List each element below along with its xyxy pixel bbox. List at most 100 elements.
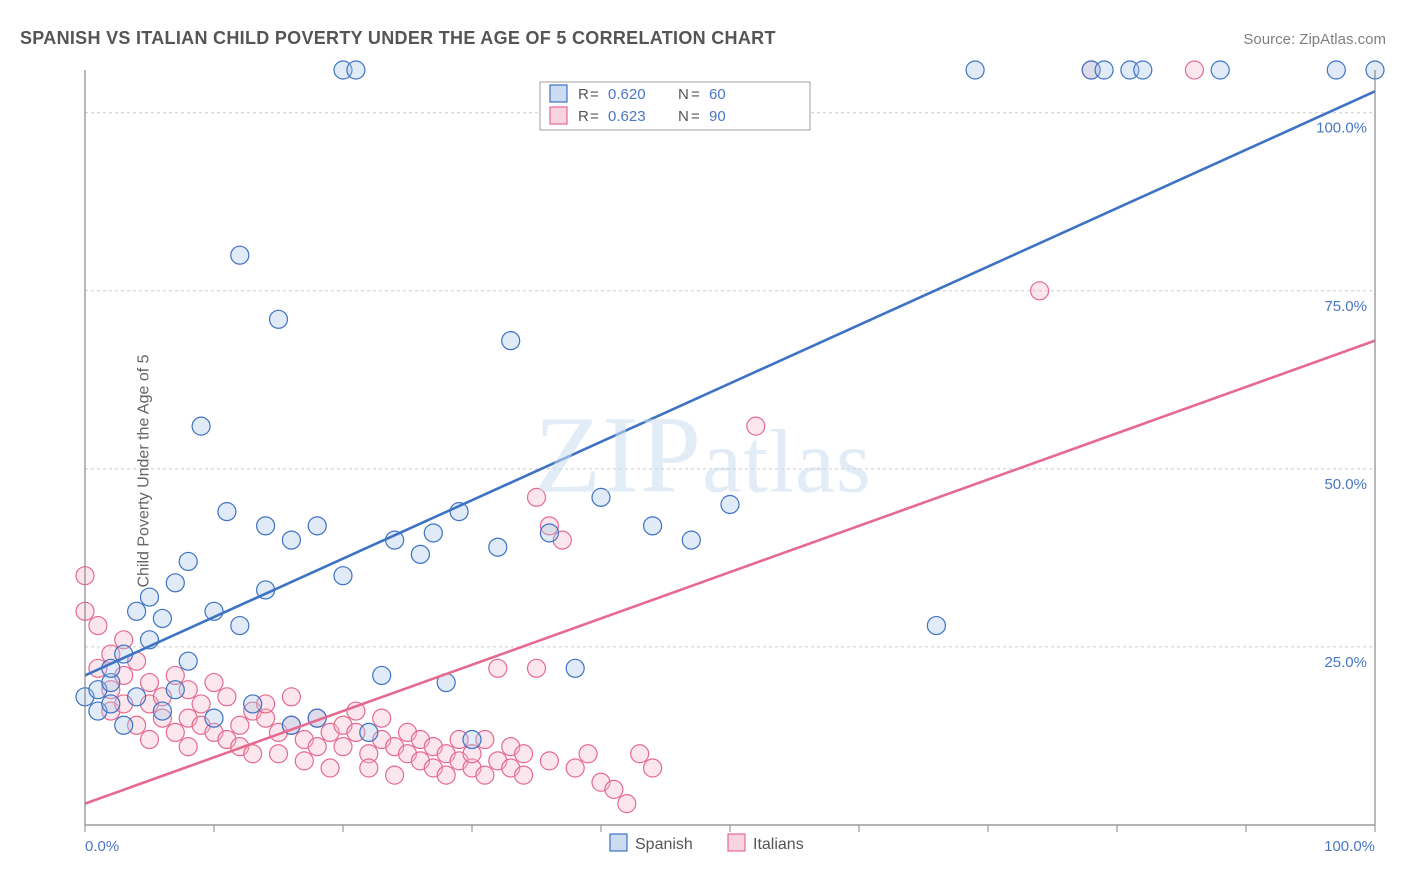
point-spanish [644, 517, 662, 535]
point-spanish [128, 602, 146, 620]
point-spanish [205, 709, 223, 727]
legend-eq: = [590, 86, 599, 103]
legend-n-label: N [678, 86, 689, 103]
point-spanish [411, 545, 429, 563]
point-italians [386, 766, 404, 784]
point-spanish [141, 588, 159, 606]
point-spanish [721, 495, 739, 513]
point-spanish [424, 524, 442, 542]
point-spanish [682, 531, 700, 549]
point-spanish [231, 617, 249, 635]
point-italians [231, 716, 249, 734]
trend-line-italians [85, 341, 1375, 804]
point-spanish [244, 695, 262, 713]
point-spanish [166, 681, 184, 699]
point-italians [1185, 61, 1203, 79]
trend-line-spanish [85, 91, 1375, 675]
chart-header: SPANISH VS ITALIAN CHILD POVERTY UNDER T… [20, 28, 1386, 49]
chart-container: Child Poverty Under the Age of 5 ZIPatla… [20, 60, 1386, 882]
point-spanish [115, 716, 133, 734]
point-spanish [1134, 61, 1152, 79]
point-spanish [218, 503, 236, 521]
point-italians [218, 688, 236, 706]
point-italians [605, 780, 623, 798]
source-prefix: Source: [1243, 31, 1299, 48]
legend-swatch-italians [550, 107, 567, 124]
y-tick-label: 75.0% [1324, 298, 1367, 315]
point-spanish [192, 417, 210, 435]
point-spanish [179, 552, 197, 570]
y-tick-label: 50.0% [1324, 476, 1367, 493]
y-tick-label: 25.0% [1324, 654, 1367, 671]
point-italians [179, 738, 197, 756]
bottom-legend-swatch-italians [728, 834, 745, 851]
point-spanish [231, 246, 249, 264]
point-spanish [308, 517, 326, 535]
point-italians [618, 795, 636, 813]
point-italians [644, 759, 662, 777]
point-italians [282, 688, 300, 706]
point-spanish [102, 695, 120, 713]
legend-eq: = [590, 108, 599, 125]
legend-eq: = [691, 108, 700, 125]
point-italians [528, 488, 546, 506]
point-italians [295, 752, 313, 770]
x-tick-label: 100.0% [1324, 838, 1375, 855]
point-italians [192, 695, 210, 713]
legend-r-value: 0.623 [608, 108, 646, 125]
point-italians [747, 417, 765, 435]
point-spanish [489, 538, 507, 556]
point-italians [373, 709, 391, 727]
bottom-legend-label-italians: Italians [753, 836, 804, 853]
point-spanish [966, 61, 984, 79]
bottom-legend-swatch-spanish [610, 834, 627, 851]
point-spanish [463, 731, 481, 749]
bottom-legend-label-spanish: Spanish [635, 836, 693, 853]
legend-r-label: R [578, 86, 589, 103]
legend-eq: = [691, 86, 700, 103]
point-italians [141, 674, 159, 692]
point-italians [631, 745, 649, 763]
x-tick-label: 0.0% [85, 838, 119, 855]
point-italians [205, 674, 223, 692]
legend-r-label: R [578, 108, 589, 125]
point-spanish [153, 702, 171, 720]
point-italians [321, 759, 339, 777]
point-spanish [153, 609, 171, 627]
point-italians [489, 659, 507, 677]
y-axis-label: Child Poverty Under the Age of 5 [136, 354, 154, 587]
point-spanish [166, 574, 184, 592]
chart-title: SPANISH VS ITALIAN CHILD POVERTY UNDER T… [20, 28, 776, 49]
point-italians [579, 745, 597, 763]
point-italians [244, 745, 262, 763]
point-italians [334, 738, 352, 756]
legend-swatch-spanish [550, 85, 567, 102]
legend-n-label: N [678, 108, 689, 125]
point-spanish [257, 517, 275, 535]
point-spanish [540, 524, 558, 542]
point-italians [89, 617, 107, 635]
point-italians [308, 738, 326, 756]
point-spanish [502, 332, 520, 350]
point-spanish [592, 488, 610, 506]
point-italians [566, 759, 584, 777]
legend-n-value: 90 [709, 108, 726, 125]
point-italians [141, 731, 159, 749]
point-spanish [179, 652, 197, 670]
point-spanish [282, 531, 300, 549]
point-spanish [334, 567, 352, 585]
point-spanish [566, 659, 584, 677]
point-spanish [1327, 61, 1345, 79]
point-spanish [128, 688, 146, 706]
point-spanish [927, 617, 945, 635]
point-spanish [347, 61, 365, 79]
legend-n-value: 60 [709, 86, 726, 103]
correlation-scatter-chart: 0.0%100.0%25.0%50.0%75.0%100.0%R = 0.620… [20, 60, 1386, 882]
point-italians [166, 723, 184, 741]
point-italians [437, 766, 455, 784]
point-italians [515, 766, 533, 784]
point-italians [360, 759, 378, 777]
point-italians [270, 745, 288, 763]
point-italians [515, 745, 533, 763]
legend-r-value: 0.620 [608, 86, 646, 103]
